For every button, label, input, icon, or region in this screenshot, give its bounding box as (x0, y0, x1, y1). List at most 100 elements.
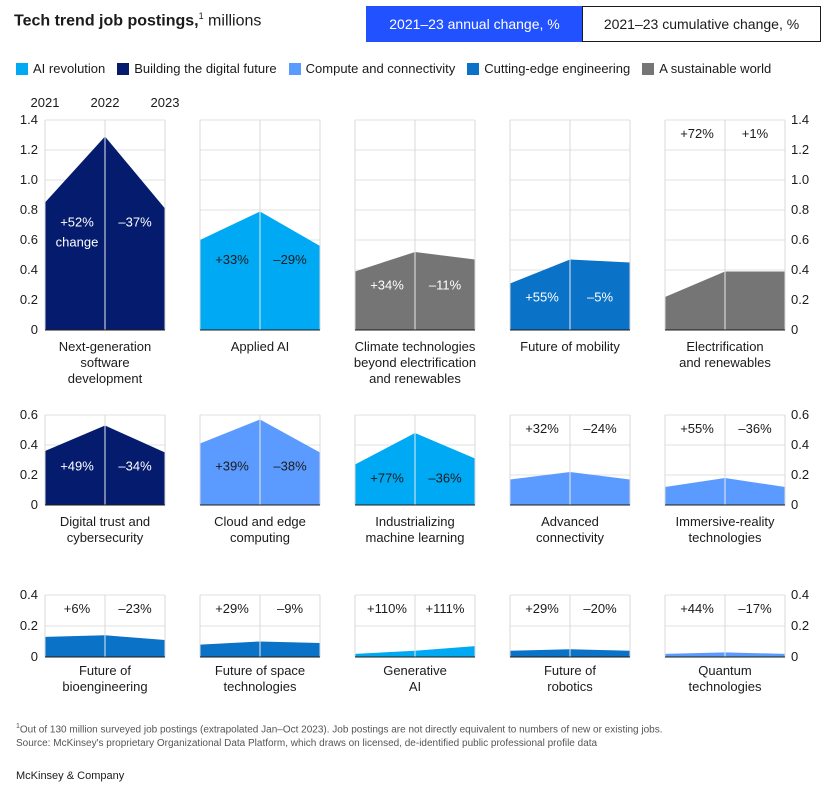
change-label-2021-22: +6% (64, 601, 91, 616)
legend-swatch (288, 62, 301, 75)
y-tick-label-right: 0.4 (791, 437, 809, 452)
panel-label: machine learning (365, 530, 464, 545)
y-tick-label-right: 0.2 (791, 618, 809, 633)
legend-label: Building the digital future (134, 61, 277, 76)
small-multiples-chart: 2021 2022 2023 1.4 1.4 1.2 1.2 1.0 1.0 0.8 0.8 0.6 0… (20, 95, 809, 694)
title-units: millions (203, 12, 262, 30)
title-bold: Tech trend job postings, (14, 12, 199, 30)
change-label-2021-22: +72% (680, 126, 714, 141)
panel-label: software (80, 355, 129, 370)
change-label-2021-22: +29% (215, 601, 249, 616)
panel-label: cybersecurity (67, 530, 144, 545)
change-label-2022-23: –38% (273, 459, 307, 474)
y-tick-label-left: 0.2 (20, 292, 38, 307)
legend-item-sustainable: A sustainable world (642, 61, 771, 76)
panel-label: Immersive-reality (676, 514, 775, 529)
y-tick-label-right: 0.4 (791, 587, 809, 602)
legend-swatch (16, 62, 28, 75)
change-label-2021-22: +110% (367, 601, 407, 616)
legend-item-compute: Compute and connectivity (288, 61, 456, 76)
footnote-mark: 1 (16, 723, 20, 730)
change-word-label: change (56, 235, 99, 250)
y-tick-label-left: 1.2 (20, 142, 38, 157)
legend-swatch (467, 62, 480, 75)
y-tick-label-right: 0.6 (791, 232, 809, 247)
panel-label: and renewables (679, 355, 771, 370)
legend-item-ai-revolution: AI revolution (16, 61, 105, 76)
year-label-2021: 2021 (31, 95, 60, 110)
panel-label: Electrification (686, 339, 763, 354)
change-label-2021-22: +49% (60, 459, 94, 474)
change-label-2021-22: +77% (370, 471, 404, 486)
y-tick-label-right: 0.4 (791, 262, 809, 277)
panel-label: Quantum (698, 663, 751, 678)
panel-label: technologies (689, 530, 762, 545)
y-tick-label-left: 0.6 (20, 232, 38, 247)
panel-label: and renewables (369, 371, 461, 386)
footnote-line-1: 1Out of 130 million surveyed job posting… (16, 720, 662, 737)
change-label-2021-22: +44% (680, 601, 714, 616)
panel-label: bioengineering (62, 679, 147, 694)
y-tick-label-right: 0 (791, 497, 798, 512)
change-label-2022-23: –23% (118, 601, 152, 616)
y-tick-label-right: 0.2 (791, 467, 809, 482)
y-tick-label-left: 0 (31, 322, 38, 337)
year-label-2023: 2023 (151, 95, 180, 110)
panel-label: development (68, 371, 143, 386)
change-label-2021-22: +29% (525, 601, 559, 616)
y-tick-label-left: 0.4 (20, 262, 38, 277)
panel-label: robotics (547, 679, 593, 694)
change-label-2021-22: +39% (215, 459, 249, 474)
legend-label: Compute and connectivity (305, 61, 456, 76)
panel-label: Next-generation (59, 339, 152, 354)
panel-label: beyond electrification (354, 355, 476, 370)
annual-change-toggle[interactable]: 2021–23 annual change, % (366, 6, 583, 42)
y-tick-label-right: 1.2 (791, 142, 809, 157)
change-label-2022-23: –11% (429, 278, 462, 293)
chart-title: Tech trend job postings,1 millions (14, 11, 261, 30)
legend-item-digital-future: Building the digital future (117, 61, 277, 76)
y-tick-label-right: 1.0 (791, 172, 809, 187)
change-label-2022-23: –34% (118, 459, 152, 474)
y-tick-label-left: 1.0 (20, 172, 38, 187)
panel-label: Generative (383, 663, 447, 678)
y-tick-label-left: 0 (31, 497, 38, 512)
panel-label: Advanced (541, 514, 599, 529)
panel-label: Future of (544, 663, 596, 678)
legend: AI revolution Building the digital futur… (16, 61, 771, 76)
panel-label: connectivity (536, 530, 604, 545)
panel-label: technologies (689, 679, 762, 694)
y-tick-label-right: 0.8 (791, 202, 809, 217)
panel-label: Future of mobility (520, 339, 620, 354)
y-tick-label-left: 0.2 (20, 467, 38, 482)
footnote: 1Out of 130 million surveyed job posting… (16, 720, 662, 751)
footnote-source: Source: McKinsey's proprietary Organizat… (16, 738, 598, 750)
y-tick-label-right: 0.6 (791, 407, 809, 422)
y-tick-label-left: 0.4 (20, 437, 38, 452)
year-label-2022: 2022 (91, 95, 120, 110)
legend-label: AI revolution (33, 61, 106, 76)
panel-label: Future of (79, 663, 131, 678)
change-label-2021-22: +34% (370, 278, 404, 293)
legend-label: A sustainable world (659, 61, 772, 76)
panel-label: Cloud and edge (214, 514, 306, 529)
footnote-text: Out of 130 million surveyed job postings… (19, 724, 663, 736)
change-label-2022-23: –17% (738, 601, 772, 616)
panel-label: Digital trust and (60, 514, 150, 529)
change-label-2022-23: –9% (277, 601, 303, 616)
legend-swatch (642, 62, 655, 75)
change-label-2021-22: +55% (680, 421, 714, 436)
y-tick-label-left: 0.6 (20, 407, 38, 422)
panel-label: Applied AI (231, 339, 290, 354)
change-label-2022-23: +1% (742, 126, 769, 141)
panel-label: Climate technologies (355, 339, 476, 354)
cumulative-change-toggle[interactable]: 2021–23 cumulative change, % (582, 6, 821, 42)
legend-label: Cutting-edge engineering (484, 61, 631, 76)
y-tick-label-right: 0 (791, 649, 798, 664)
change-label-2021-22: +32% (525, 421, 559, 436)
title-footnote-mark: 1 (198, 11, 204, 21)
change-label-2022-23: –29% (273, 252, 307, 267)
brand-logo-text: McKinsey & Company (16, 770, 125, 782)
legend-item-engineering: Cutting-edge engineering (467, 61, 630, 76)
panel-label: computing (230, 530, 290, 545)
